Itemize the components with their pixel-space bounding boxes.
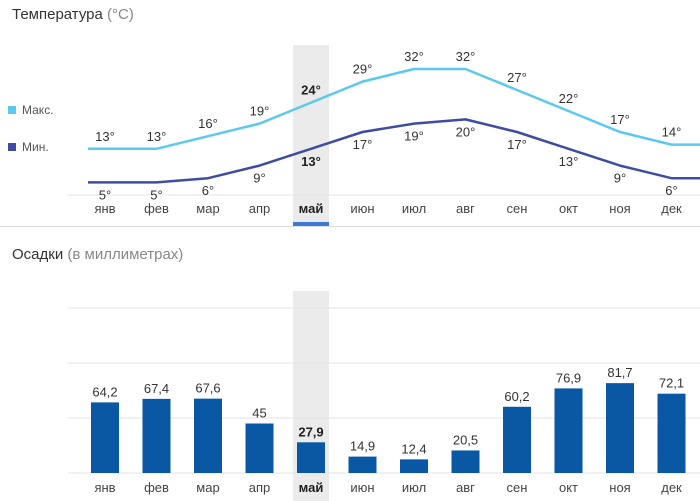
max-temp-label-11: 14°: [662, 125, 682, 140]
temperature-month-tick-3: апр: [249, 201, 271, 216]
precipitation-bar-11: [657, 393, 686, 473]
min-temp-label-10: 9°: [614, 171, 626, 186]
precipitation-month-tick-11: дек: [661, 480, 682, 495]
max-temp-label-9: 22°: [559, 91, 579, 106]
min-temp-label-11: 6°: [665, 183, 677, 198]
max-temp-label-5: 29°: [353, 62, 373, 77]
temperature-month-tick-11: дек: [661, 201, 682, 216]
min-temp-label-8: 17°: [507, 137, 527, 152]
min-temp-label-4: 13°: [301, 154, 321, 169]
max-temp-label-4: 24°: [301, 83, 321, 98]
precipitation-value-label-9: 76,9: [556, 370, 581, 385]
precipitation-value-label-2: 67,6: [195, 381, 220, 396]
precipitation-value-label-6: 12,4: [401, 441, 426, 456]
precipitation-month-tick-2: мар: [196, 480, 219, 495]
precipitation-value-label-4: 27,9: [298, 424, 323, 439]
min-temp-label-2: 6°: [202, 183, 214, 198]
precipitation-value-label-10: 81,7: [607, 365, 632, 380]
temperature-title: Температура (°C): [12, 6, 134, 23]
precipitation-bar-4: [297, 442, 325, 473]
max-temp-label-10: 17°: [610, 112, 630, 127]
temperature-month-tick-5: июн: [350, 201, 374, 216]
max-temp-label-3: 19°: [250, 104, 270, 119]
max-temp-label-0: 13°: [95, 129, 115, 144]
precipitation-bar-9: [554, 388, 583, 473]
precipitation-title: Осадки (в миллиметрах): [12, 246, 183, 263]
max-temp-label-8: 27°: [507, 70, 527, 85]
precipitation-bar-3: [245, 423, 274, 473]
precipitation-value-label-8: 60,2: [504, 389, 529, 404]
legend-min: Мин.: [8, 140, 49, 154]
precipitation-value-label-1: 67,4: [144, 381, 169, 396]
legend-max-label: Макс.: [22, 103, 54, 117]
temperature-month-tick-2: мар: [196, 201, 219, 216]
precipitation-month-tick-10: ноя: [609, 480, 630, 495]
precipitation-value-label-7: 20,5: [453, 432, 478, 447]
precipitation-value-label-3: 45: [252, 406, 266, 421]
precipitation-month-tick-8: сен: [507, 480, 528, 495]
max-temperature-line: [88, 67, 700, 151]
max-temp-label-7: 32°: [456, 49, 476, 64]
precipitation-bar-7: [451, 450, 480, 473]
temperature-month-tick-9: окт: [559, 201, 578, 216]
precipitation-month-tick-7: авг: [456, 480, 475, 495]
min-temp-label-9: 13°: [559, 154, 579, 169]
temperature-title-text: Температура: [12, 6, 103, 23]
temperature-month-tick-0: янв: [94, 201, 115, 216]
min-temp-label-6: 19°: [404, 129, 424, 144]
precipitation-bar-5: [348, 456, 377, 473]
precipitation-month-tick-9: окт: [559, 480, 578, 495]
min-temp-label-1: 5°: [150, 187, 162, 202]
min-temp-label-5: 17°: [353, 137, 373, 152]
min-temp-label-7: 20°: [456, 124, 476, 139]
max-temp-label-2: 16°: [198, 116, 218, 131]
temperature-month-tick-4: май: [299, 201, 324, 216]
legend-min-label: Мин.: [22, 140, 49, 154]
min-temp-label-3: 9°: [253, 171, 265, 186]
precipitation-bar-6: [400, 459, 428, 473]
temperature-month-tick-7: авг: [456, 201, 475, 216]
legend-max-swatch: [8, 106, 16, 114]
temperature-highlight-column: [293, 45, 329, 225]
precipitation-month-tick-0: янв: [94, 480, 115, 495]
precipitation-month-tick-1: фев: [144, 480, 169, 495]
max-temp-label-6: 32°: [404, 49, 424, 64]
precipitation-bar-0: [91, 402, 119, 473]
precipitation-unit: (в миллиметрах): [67, 246, 184, 263]
legend-min-swatch: [8, 143, 16, 151]
precipitation-value-label-5: 14,9: [350, 439, 375, 454]
temperature-month-tick-1: фев: [144, 201, 169, 216]
temperature-month-tick-8: сен: [507, 201, 528, 216]
temperature-unit: (°C): [107, 6, 134, 23]
min-temp-label-0: 5°: [99, 187, 111, 202]
precipitation-bar-2: [194, 398, 222, 473]
precipitation-month-tick-3: апр: [249, 480, 271, 495]
section-divider: [0, 226, 700, 227]
max-temp-label-1: 13°: [147, 129, 167, 144]
precipitation-title-text: Осадки: [12, 246, 64, 263]
selected-month-indicator: [293, 222, 329, 226]
precipitation-month-tick-4: май: [299, 480, 324, 495]
legend-max: Макс.: [8, 103, 54, 117]
precipitation-month-tick-5: июн: [350, 480, 374, 495]
precipitation-bar-1: [142, 398, 171, 473]
precipitation-value-label-11: 72,1: [659, 376, 684, 391]
min-temperature-line: [88, 118, 700, 184]
precipitation-bar-8: [503, 406, 531, 473]
precipitation-bar-10: [606, 383, 634, 473]
precipitation-month-tick-6: июл: [402, 480, 426, 495]
temperature-month-tick-6: июл: [402, 201, 426, 216]
precipitation-value-label-0: 64,2: [92, 384, 117, 399]
temperature-month-tick-10: ноя: [609, 201, 630, 216]
